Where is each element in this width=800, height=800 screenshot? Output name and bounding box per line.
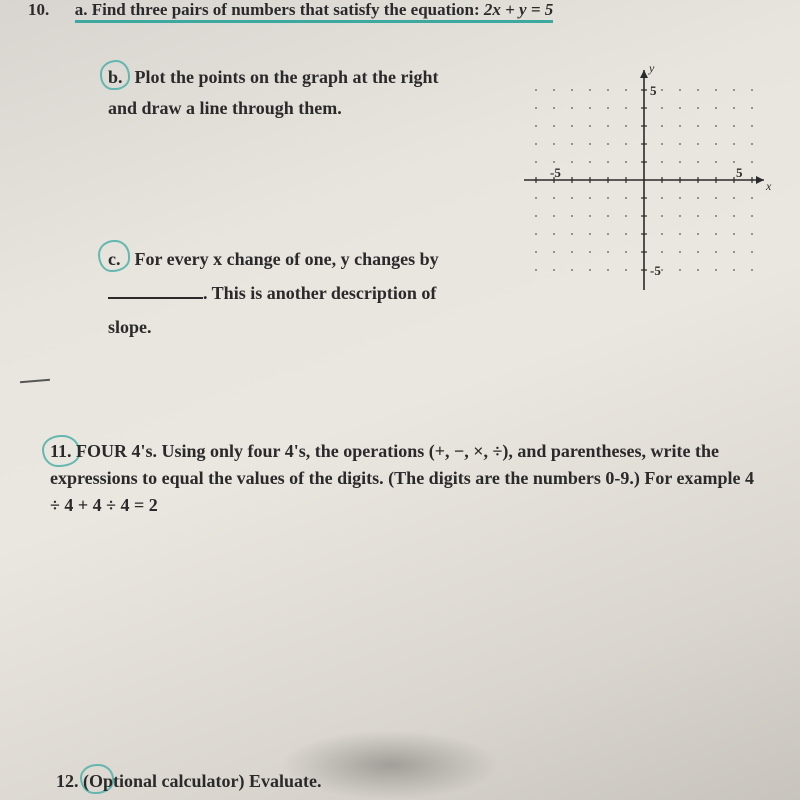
q10-part-a: 10. a. Find three pairs of numbers that … (28, 0, 770, 20)
q10-part-c: c. For every x change of one, y changes … (108, 242, 468, 345)
q10-number: 10. (28, 0, 49, 20)
question-10: 10. a. Find three pairs of numbers that … (28, 0, 770, 20)
q10a-prefix: a. Find three (75, 0, 168, 19)
q10a-equation: 2x + y = 5 (484, 0, 553, 19)
fill-in-blank (108, 283, 203, 299)
q10a-underlined: a. Find three pairs of numbers that sati… (75, 0, 554, 23)
y-neg-label: -5 (650, 263, 661, 278)
q10b-label: b. (108, 62, 130, 93)
photo-shadow (280, 730, 500, 800)
x-axis-arrow (756, 176, 764, 184)
question-11: 11. FOUR 4's. Using only four 4's, the o… (50, 438, 760, 519)
q11-title: FOUR 4's. (76, 441, 162, 461)
y-axis-label: y (648, 61, 655, 75)
q12-number: 12. (56, 771, 79, 791)
q10c-text1: For every x change of one, y changes by (135, 249, 439, 269)
worksheet-page: 10. a. Find three pairs of numbers that … (0, 0, 800, 800)
q10-part-b: b. Plot the points on the graph at the r… (108, 62, 448, 123)
x-axis-label: x (765, 179, 772, 193)
q10a-text: pairs of numbers that satisfy the equati… (167, 0, 483, 19)
y-axis-arrow (640, 70, 648, 78)
stray-mark (20, 379, 50, 384)
x-neg-label: -5 (550, 165, 561, 180)
q11-number: 11. (50, 441, 72, 461)
q10c-label: c. (108, 242, 130, 276)
q10b-text: Plot the points on the graph at the righ… (108, 67, 439, 118)
x-pos-label: 5 (736, 165, 743, 180)
y-pos-label: 5 (650, 83, 657, 98)
coordinate-grid: -5 5 5 -5 x y (514, 60, 774, 300)
